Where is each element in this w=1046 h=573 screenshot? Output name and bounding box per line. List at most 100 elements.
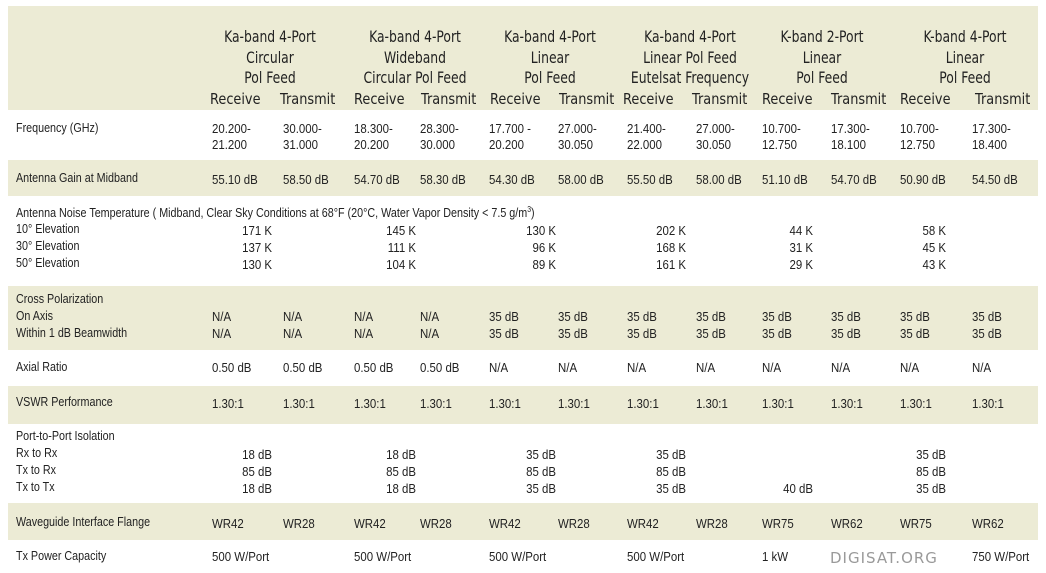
cell-frequency: 31.000 <box>283 137 318 152</box>
cell-cross: N/A <box>212 326 232 341</box>
cell-axial: N/A <box>696 360 716 375</box>
cell-cross: N/A <box>212 309 232 324</box>
cell-axial: N/A <box>627 360 647 375</box>
sub-header-transmit: Transmit <box>280 90 336 108</box>
column-header-line: Linear <box>530 47 570 67</box>
cell-cross: 35 dB <box>489 326 519 341</box>
cell-frequency: 18.100 <box>831 137 866 152</box>
cell-frequency: 27.000- <box>696 121 735 136</box>
cell-noise: 44 K <box>789 223 813 238</box>
row-band-flange <box>8 503 1038 540</box>
cell-axial: 0.50 dB <box>212 360 252 375</box>
cell-frequency: 10.700- <box>762 121 801 136</box>
cell-frequency: 22.000 <box>627 137 662 152</box>
row-band-vswr <box>8 386 1038 424</box>
cell-power: 500 W/Port <box>627 549 685 564</box>
cell-noise: 58 K <box>922 223 946 238</box>
cell-noise: 31 K <box>789 240 813 255</box>
cell-gain: 54.70 dB <box>354 172 400 187</box>
cell-noise: 43 K <box>922 257 946 272</box>
cell-gain: 54.70 dB <box>831 172 877 187</box>
cell-isolation: 18 dB <box>386 447 416 462</box>
cell-gain: 58.50 dB <box>283 172 329 187</box>
cell-frequency: 10.700- <box>900 121 939 136</box>
cell-isolation: 18 dB <box>242 447 272 462</box>
column-header-line: Linear <box>945 47 985 67</box>
cell-cross: 35 dB <box>558 309 588 324</box>
cell-axial: N/A <box>831 360 851 375</box>
cell-vswr: 1.30:1 <box>762 396 794 411</box>
cell-noise: 96 K <box>532 240 556 255</box>
column-header-line: Ka-band 4-Port <box>504 27 596 46</box>
cell-isolation: 35 dB <box>526 447 556 462</box>
cell-cross: 35 dB <box>972 309 1002 324</box>
cell-flange: WR28 <box>283 516 315 531</box>
cell-axial: N/A <box>972 360 992 375</box>
cell-frequency: 17.300- <box>972 121 1011 136</box>
cell-cross: 35 dB <box>489 309 519 324</box>
cell-isolation: 35 dB <box>656 481 686 496</box>
cell-isolation: 35 dB <box>526 481 556 496</box>
cell-noise: 89 K <box>532 257 556 272</box>
cell-axial: N/A <box>900 360 920 375</box>
cell-flange: WR28 <box>420 516 452 531</box>
sub-label-isolation: Rx to Rx <box>16 446 58 460</box>
cell-cross: 35 dB <box>762 309 792 324</box>
cell-flange: WR62 <box>831 516 863 531</box>
cell-frequency: 28.300- <box>420 121 459 136</box>
cell-noise: 202 K <box>656 223 686 238</box>
cell-flange: WR42 <box>354 516 386 531</box>
cell-cross: 35 dB <box>762 326 792 341</box>
cell-flange: WR42 <box>627 516 659 531</box>
cell-frequency: 12.750 <box>762 137 797 152</box>
cell-gain: 58.00 dB <box>558 172 604 187</box>
sub-header-receive: Receive <box>354 90 405 108</box>
cell-axial: 0.50 dB <box>283 360 323 375</box>
cell-noise: 145 K <box>386 223 416 238</box>
cell-noise: 130 K <box>242 257 272 272</box>
cell-axial: N/A <box>558 360 578 375</box>
cell-isolation: 40 dB <box>783 481 813 496</box>
cell-gain: 50.90 dB <box>900 172 946 187</box>
cell-frequency: 12.750 <box>900 137 935 152</box>
label-gain: Antenna Gain at Midband <box>16 171 138 185</box>
cell-cross: N/A <box>283 309 303 324</box>
column-header-line: K-band 2-Port <box>780 27 864 46</box>
row-band-cross <box>8 286 1038 350</box>
column-header-line: Circular <box>246 47 294 67</box>
cell-cross: 35 dB <box>627 326 657 341</box>
column-header-5: K-band 2-Port Linear Pol Feed <box>745 27 900 89</box>
cell-gain: 54.50 dB <box>972 172 1018 187</box>
cell-cross: N/A <box>354 326 374 341</box>
cell-noise: 137 K <box>242 240 272 255</box>
sub-label-noise: 30° Elevation <box>16 239 80 253</box>
label-frequency: Frequency (GHz) <box>16 121 99 135</box>
header-band <box>8 6 1038 110</box>
cell-axial: 0.50 dB <box>420 360 460 375</box>
label-noise: Antenna Noise Temperature ( Midband, Cle… <box>16 205 535 221</box>
cell-flange: WR28 <box>696 516 728 531</box>
label-axial: Axial Ratio <box>16 360 68 374</box>
cell-isolation: 18 dB <box>242 481 272 496</box>
sub-header-transmit: Transmit <box>421 90 477 108</box>
cell-isolation: 85 dB <box>386 464 416 479</box>
cell-isolation: 35 dB <box>916 447 946 462</box>
cell-cross: 35 dB <box>627 309 657 324</box>
label-power: Tx Power Capacity <box>16 549 107 563</box>
cell-cross: 35 dB <box>696 326 726 341</box>
cell-frequency: 30.050 <box>696 137 731 152</box>
cell-axial: N/A <box>489 360 509 375</box>
cell-vswr: 1.30:1 <box>283 396 315 411</box>
cell-axial: N/A <box>762 360 782 375</box>
cell-isolation: 35 dB <box>916 481 946 496</box>
cell-vswr: 1.30:1 <box>354 396 386 411</box>
cell-frequency: 20.200 <box>354 137 389 152</box>
label-flange: Waveguide Interface Flange <box>16 515 151 529</box>
sub-header-receive: Receive <box>900 90 951 108</box>
label-isolation: Port-to-Port Isolation <box>16 429 115 443</box>
cell-axial: 0.50 dB <box>354 360 394 375</box>
column-header-line: Ka-band 4-Port <box>644 27 736 46</box>
cell-cross: 35 dB <box>900 309 930 324</box>
watermark: DIGISAT.ORG <box>830 549 938 567</box>
cell-cross: 35 dB <box>696 309 726 324</box>
